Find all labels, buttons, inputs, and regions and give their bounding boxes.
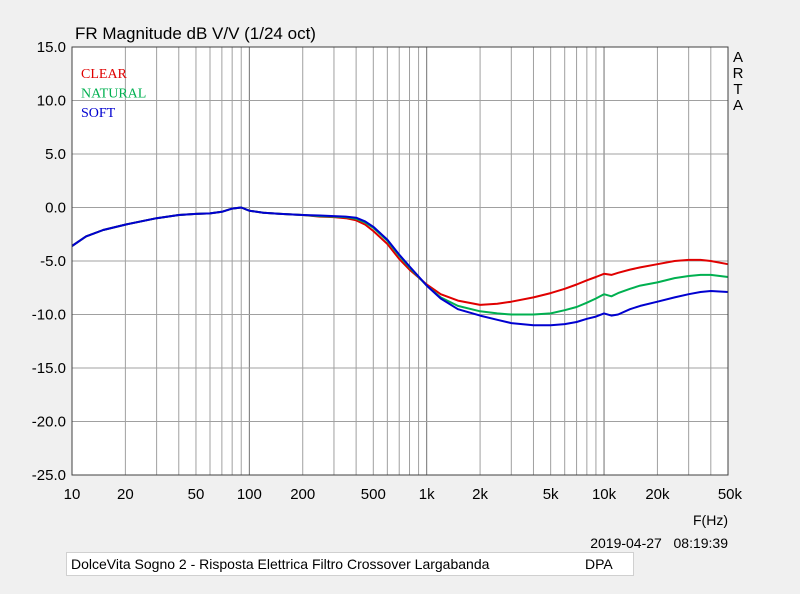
y-tick-label: 5.0	[45, 146, 66, 163]
y-tick-label: -15.0	[32, 360, 66, 377]
plot-border	[71, 46, 729, 476]
x-tick-label: 10k	[592, 486, 617, 503]
footer-info-box: DolceVita Sogno 2 - Risposta Elettrica F…	[66, 552, 634, 576]
tag-text: DPA	[585, 556, 613, 572]
y-tick-label: -20.0	[32, 414, 66, 431]
side-label-letter: A	[733, 49, 743, 66]
y-tick-label: 0.0	[45, 200, 66, 217]
x-tick-label: 10	[64, 486, 81, 503]
x-axis-label: F(Hz)	[693, 512, 728, 528]
description-text: DolceVita Sogno 2 - Risposta Elettrica F…	[71, 556, 490, 572]
y-tick-label: -5.0	[40, 253, 66, 270]
side-label-letter: T	[733, 81, 742, 98]
x-tick-label: 20k	[645, 486, 670, 503]
x-tick-label: 50	[188, 486, 205, 503]
x-tick-label: 200	[290, 486, 315, 503]
x-tick-label: 500	[361, 486, 386, 503]
x-tick-label: 50k	[718, 486, 743, 503]
chart-title: FR Magnitude dB V/V (1/24 oct)	[75, 24, 316, 43]
legend-item-soft: SOFT	[81, 106, 116, 121]
side-label-letter: A	[733, 97, 743, 114]
x-tick-label: 20	[117, 486, 134, 503]
x-tick-label: 5k	[543, 486, 559, 503]
legend-item-clear: CLEAR	[81, 67, 128, 82]
x-tick-label: 1k	[419, 486, 435, 503]
side-label-letter: R	[733, 65, 744, 82]
series-layer	[71, 206, 729, 327]
legend-item-natural: NATURAL	[81, 87, 146, 102]
series-line-soft	[71, 206, 729, 327]
y-tick-label: 10.0	[37, 93, 66, 110]
x-tick-label: 2k	[472, 486, 488, 503]
y-tick-label: 15.0	[37, 39, 66, 56]
y-tick-label: -25.0	[32, 467, 66, 484]
x-tick-label: 100	[237, 486, 262, 503]
y-axis-ticks: 15.0 10.0 5.0 0.0 -5.0 -10.0 -15.0 -20.0 -25.0	[32, 39, 66, 484]
y-tick-label: -10.0	[32, 307, 66, 324]
legend: CLEAR NATURAL SOFT	[81, 67, 146, 121]
x-axis-ticks: 10 20 50 100 200 500 1k 2k 5k 10k 20k 50k	[64, 486, 743, 503]
timestamp: 2019-04-27 08:19:39	[590, 535, 728, 551]
